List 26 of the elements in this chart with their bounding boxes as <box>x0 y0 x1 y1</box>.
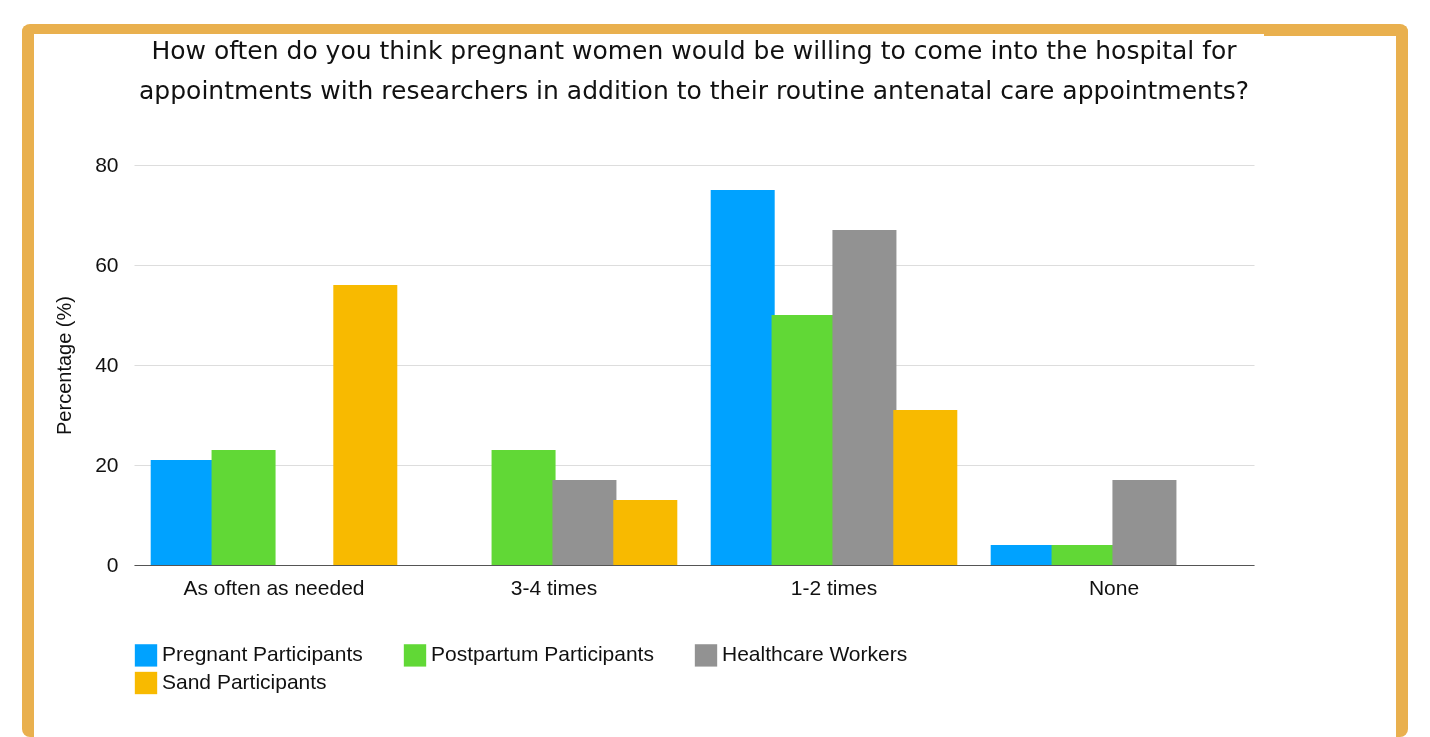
bar <box>710 190 775 565</box>
y-tick-label: 40 <box>95 352 119 376</box>
y-tick-label: 0 <box>106 552 119 576</box>
y-tick-label: 60 <box>95 252 119 276</box>
bar <box>333 285 398 565</box>
legend-label: Postpartum Participants <box>431 642 654 666</box>
x-tick-label: As often as needed <box>183 575 365 599</box>
bar <box>211 450 276 565</box>
legend-label: Sand Participants <box>162 670 327 693</box>
bar <box>491 450 556 565</box>
bar <box>990 545 1055 565</box>
bar <box>150 460 215 565</box>
bar <box>552 480 617 565</box>
bar <box>893 410 958 565</box>
y-tick-label: 20 <box>95 452 119 476</box>
bar <box>832 230 897 565</box>
chart-title: How often do you think pregnant women would be willing to come into the hospital for appointments with researchers in addition to their routine antenatal care appointments? <box>139 36 1249 105</box>
y-axis-title: Percentage (%) <box>53 296 76 435</box>
x-tick-label: None <box>1088 575 1140 599</box>
x-tick-label: 3-4 times <box>510 575 598 599</box>
y-tick-label: 80 <box>95 152 119 176</box>
bar <box>1112 480 1177 565</box>
legend-label: Healthcare Workers <box>722 642 908 666</box>
bar <box>613 500 678 565</box>
legend-label: Pregnant Participants <box>162 642 363 666</box>
x-tick-label: 1-2 times <box>790 575 878 599</box>
